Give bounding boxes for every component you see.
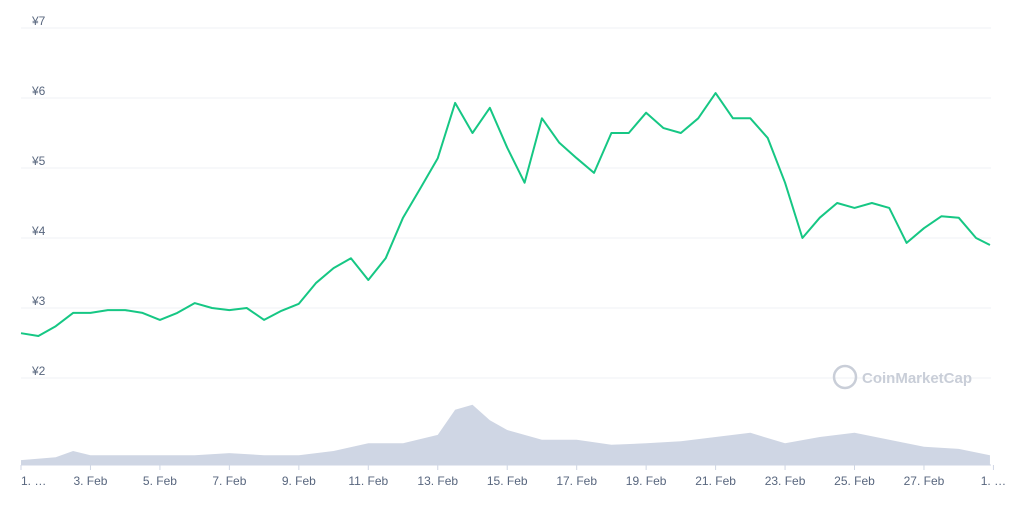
y-tick-label: ¥4 <box>31 224 46 238</box>
watermark-logo <box>832 364 858 390</box>
y-tick-label: ¥5 <box>31 154 46 168</box>
x-tick-label: 3. Feb <box>73 474 107 488</box>
plot: ¥2 ¥3 ¥4 ¥5 ¥6 ¥7 1. … 3. Feb 5. Feb 7. Feb 9. Feb… <box>20 14 1006 488</box>
x-tick-label: 1. … <box>21 474 46 488</box>
x-tick-label: 23. Feb <box>765 474 806 488</box>
x-tick-label: 5. Feb <box>143 474 177 488</box>
x-tick-label: 17. Feb <box>556 474 597 488</box>
x-tick-label: 21. Feb <box>695 474 736 488</box>
y-tick-label: ¥6 <box>31 84 46 98</box>
watermark-text: CoinMarketCap <box>862 370 972 387</box>
y-tick-label: ¥3 <box>31 294 46 308</box>
x-tick-label: 9. Feb <box>282 474 316 488</box>
y-tick-label: ¥2 <box>31 364 46 378</box>
x-tick-label: 27. Feb <box>904 474 945 488</box>
x-tick-label: 13. Feb <box>417 474 458 488</box>
x-tick-label: 7. Feb <box>212 474 246 488</box>
x-tick-label: 19. Feb <box>626 474 667 488</box>
watermark: CoinMarketCap <box>832 364 972 390</box>
x-tick-label: 15. Feb <box>487 474 528 488</box>
y-tick-label: ¥7 <box>31 14 46 28</box>
price-line <box>20 92 991 337</box>
x-tick-label: 1. … <box>981 474 1006 488</box>
x-tick-label: 25. Feb <box>834 474 875 488</box>
x-tick-label: 11. Feb <box>348 474 388 488</box>
volume-area <box>21 404 990 465</box>
